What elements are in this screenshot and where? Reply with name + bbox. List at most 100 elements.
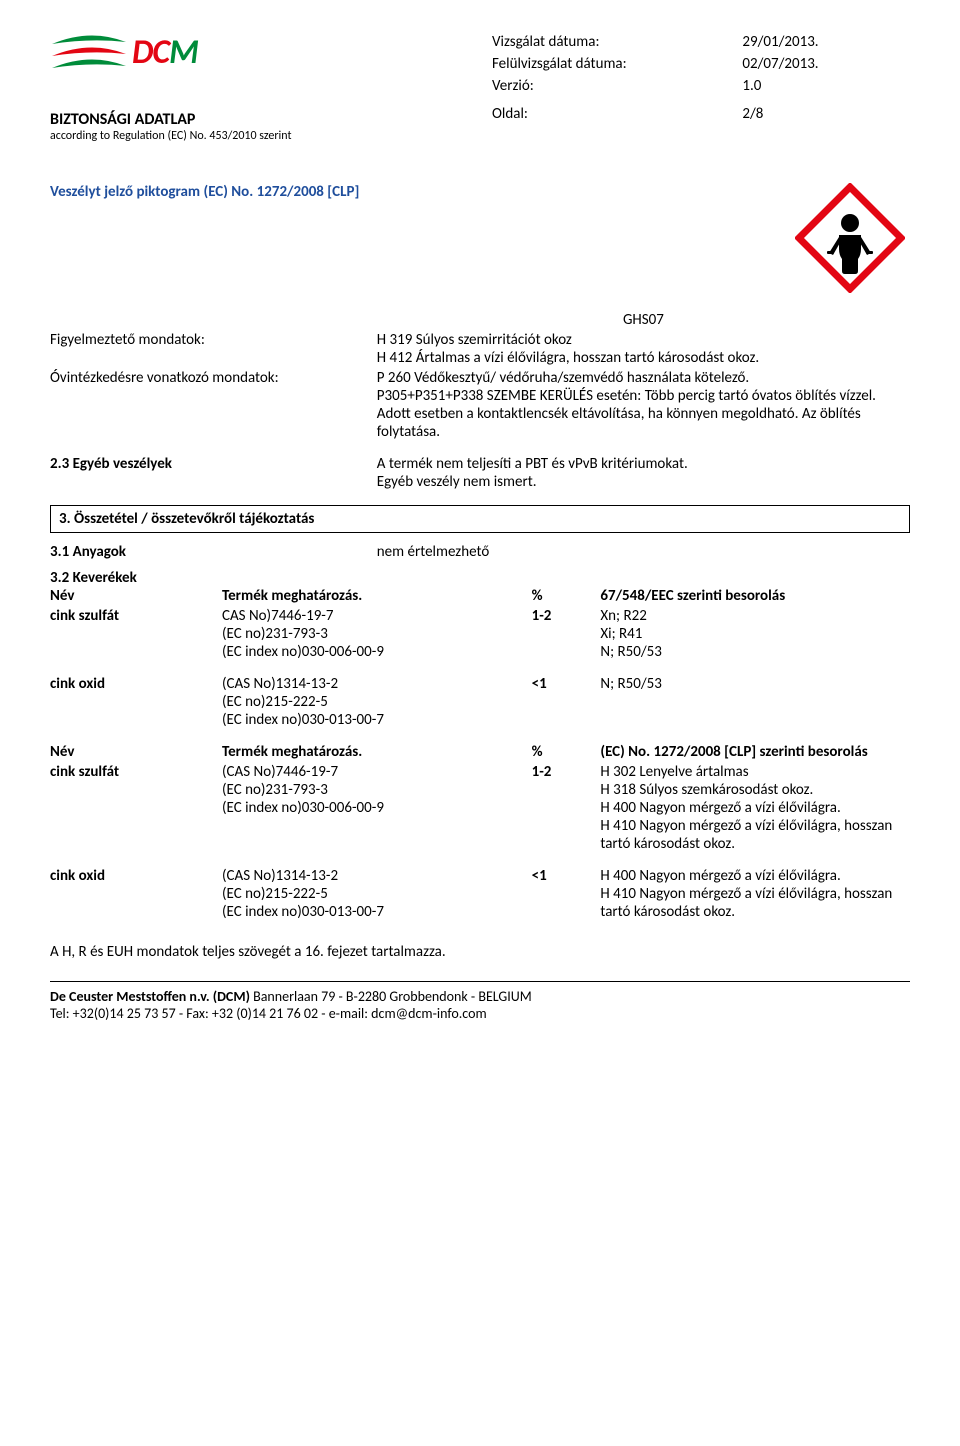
cell-line: H 410 Nagyon mérgező a vízi élővilágra, … xyxy=(600,885,910,921)
cell-class: Xn; R22Xi; R41N; R50/53 xyxy=(600,607,910,661)
header: DCM Vizsgálat dátuma:29/01/2013.Felülviz… xyxy=(50,30,910,98)
footer-address: Bannerlaan 79 - B-2280 Grobbendonk - BEL… xyxy=(250,988,532,1005)
info-value: 02/07/2013. xyxy=(742,54,908,74)
cell-name: cink oxid xyxy=(50,675,222,693)
hazard-line: H 412 Ártalmas a vízi élővilágra, hossza… xyxy=(377,349,910,367)
table1-head: Név Termék meghatározás. % 67/548/EEC sz… xyxy=(50,587,910,605)
cell-line: H 318 Súlyos szemkárosodást okoz. xyxy=(600,781,910,799)
ghs-pictogram xyxy=(790,183,910,293)
cell-line: H 410 Nagyon mérgező a vízi élővilágra, … xyxy=(600,817,910,853)
sub-3-2: 3.2 Keverékek xyxy=(50,569,910,587)
t2h-c: % xyxy=(532,743,601,761)
table2-head: Név Termék meghatározás. % (EC) No. 1272… xyxy=(50,743,910,761)
t1h-a: Név xyxy=(50,587,222,605)
doc-subtitle: according to Regulation (EC) No. 453/201… xyxy=(50,129,490,143)
header-left: DCM xyxy=(50,30,490,80)
cell-name: cink szulfát xyxy=(50,607,222,625)
cell-line: (CAS No)7446-19-7 xyxy=(222,763,532,781)
ghs-code-row: GHS07 xyxy=(50,311,910,329)
page-table: Oldal: 2/8 xyxy=(490,102,910,126)
cell-id: CAS No)7446-19-7(EC no)231-793-3(EC inde… xyxy=(222,607,532,661)
cell-line: N; R50/53 xyxy=(600,643,910,661)
cell-line: Xi; R41 xyxy=(600,625,910,643)
hazard-line: H 319 Súlyos szemirritációt okoz xyxy=(377,331,910,349)
cell-name: cink szulfát xyxy=(50,763,222,781)
cell-class: N; R50/53 xyxy=(600,675,910,693)
cell-line: (EC no)215-222-5 xyxy=(222,693,532,711)
t1h-d: 67/548/EEC szerinti besorolás xyxy=(600,587,910,605)
cell-class: H 302 Lenyelve ártalmasH 318 Súlyos szem… xyxy=(600,763,910,853)
hazard-line: P305+P351+P338 SZEMBE KERÜLÉS esetén: Tö… xyxy=(377,387,910,441)
cell-line: H 400 Nagyon mérgező a vízi élővilágra. xyxy=(600,799,910,817)
cell-line: (EC index no)030-006-00-9 xyxy=(222,643,532,661)
hazard-pictogram-row: Veszélyt jelző piktogram (EC) No. 1272/2… xyxy=(50,183,910,293)
cell-line: Xn; R22 xyxy=(600,607,910,625)
doc-title: BIZTONSÁGI ADATLAP xyxy=(50,110,490,129)
cell-id: (CAS No)1314-13-2(EC no)215-222-5(EC ind… xyxy=(222,675,532,729)
footer: De Ceuster Meststoffen n.v. (DCM) Banner… xyxy=(50,981,910,1022)
t2h-d: (EC) No. 1272/2008 [CLP] szerinti besoro… xyxy=(600,743,910,761)
page-label: Oldal: xyxy=(492,104,740,124)
cell-line: (CAS No)1314-13-2 xyxy=(222,867,532,885)
cell-line: (CAS No)1314-13-2 xyxy=(222,675,532,693)
other-hazards-content: A termék nem teljesíti a PBT és vPvB kri… xyxy=(377,455,910,491)
dcm-swoosh-icon xyxy=(50,30,128,74)
other-hazards-row: 2.3 Egyéb veszélyek A termék nem teljesí… xyxy=(50,455,910,491)
cell-id: (CAS No)1314-13-2(EC no)215-222-5(EC ind… xyxy=(222,867,532,921)
cell-id: (CAS No)7446-19-7(EC no)231-793-3(EC ind… xyxy=(222,763,532,817)
other-hazards-label: 2.3 Egyéb veszélyek xyxy=(50,455,377,491)
hazard-content: H 319 Súlyos szemirritációt okozH 412 Ár… xyxy=(377,331,910,367)
info-value: 29/01/2013. xyxy=(742,32,908,52)
hazard-line: P 260 Védőkesztyű/ védőruha/szemvédő has… xyxy=(377,369,910,387)
cell-pct: 1-2 xyxy=(532,763,601,781)
cell-line: CAS No)7446-19-7 xyxy=(222,607,532,625)
pictogram-label: Veszélyt jelző piktogram (EC) No. 1272/2… xyxy=(50,183,790,201)
hazard-label: Óvintézkedésre vonatkozó mondatok: xyxy=(50,369,377,441)
table-row: cink szulfát(CAS No)7446-19-7(EC no)231-… xyxy=(50,763,910,853)
cell-line: (EC index no)030-006-00-9 xyxy=(222,799,532,817)
cell-pct: <1 xyxy=(532,675,601,693)
section-3-header: 3. Összetétel / összetevőkről tájékoztat… xyxy=(50,505,910,533)
cell-line: N; R50/53 xyxy=(600,675,910,693)
cell-pct: 1-2 xyxy=(532,607,601,625)
table-row: cink oxid(CAS No)1314-13-2(EC no)215-222… xyxy=(50,867,910,921)
dcm-logo-text: DCM xyxy=(132,32,198,73)
cell-line: H 302 Lenyelve ártalmas xyxy=(600,763,910,781)
info-label: Verzió: xyxy=(492,76,740,96)
hazard-content: P 260 Védőkesztyű/ védőruha/szemvédő has… xyxy=(377,369,910,441)
cell-pct: <1 xyxy=(532,867,601,885)
sub-3-1: 3.1 Anyagok nem értelmezhető xyxy=(50,543,910,561)
logo: DCM xyxy=(50,30,490,74)
info-value: 1.0 xyxy=(742,76,908,96)
cell-name: cink oxid xyxy=(50,867,222,885)
info-label: Felülvizsgálat dátuma: xyxy=(492,54,740,74)
info-label: Vizsgálat dátuma: xyxy=(492,32,740,52)
info-table: Vizsgálat dátuma:29/01/2013.Felülvizsgál… xyxy=(490,30,910,98)
ghs-code: GHS07 xyxy=(377,311,910,329)
hazard-statement-row: Figyelmeztető mondatok:H 319 Súlyos szem… xyxy=(50,331,910,367)
hazard-label: Figyelmeztető mondatok: xyxy=(50,331,377,367)
hazard-statement-row: Óvintézkedésre vonatkozó mondatok:P 260 … xyxy=(50,369,910,441)
footer-company: De Ceuster Meststoffen n.v. (DCM) xyxy=(50,988,250,1005)
cell-class: H 400 Nagyon mérgező a vízi élővilágra.H… xyxy=(600,867,910,921)
t1h-c: % xyxy=(532,587,601,605)
section3-footnote: A H, R és EUH mondatok teljes szövegét a… xyxy=(50,943,910,961)
sub-3-1-value: nem értelmezhető xyxy=(377,543,910,561)
footer-line-1: De Ceuster Meststoffen n.v. (DCM) Banner… xyxy=(50,988,910,1005)
page-value: 2/8 xyxy=(742,104,908,124)
header-info: Vizsgálat dátuma:29/01/2013.Felülvizsgál… xyxy=(490,30,910,98)
cell-line: (EC index no)030-013-00-7 xyxy=(222,711,532,729)
logo-m: M xyxy=(169,32,198,73)
cell-line: H 400 Nagyon mérgező a vízi élővilágra. xyxy=(600,867,910,885)
cell-line: (EC no)231-793-3 xyxy=(222,625,532,643)
cell-line: (EC no)231-793-3 xyxy=(222,781,532,799)
t1h-b: Termék meghatározás. xyxy=(222,587,532,605)
header-row-2: BIZTONSÁGI ADATLAP according to Regulati… xyxy=(50,102,910,143)
cell-line: (EC index no)030-013-00-7 xyxy=(222,903,532,921)
logo-dc: DC xyxy=(132,32,169,73)
sub-3-1-label: 3.1 Anyagok xyxy=(50,543,377,561)
footer-line-2: Tel: +32(0)14 25 73 57 - Fax: +32 (0)14 … xyxy=(50,1005,910,1022)
other-hazard-line: A termék nem teljesíti a PBT és vPvB kri… xyxy=(377,455,910,473)
ghs07-icon xyxy=(795,183,905,293)
other-hazard-line: Egyéb veszély nem ismert. xyxy=(377,473,910,491)
